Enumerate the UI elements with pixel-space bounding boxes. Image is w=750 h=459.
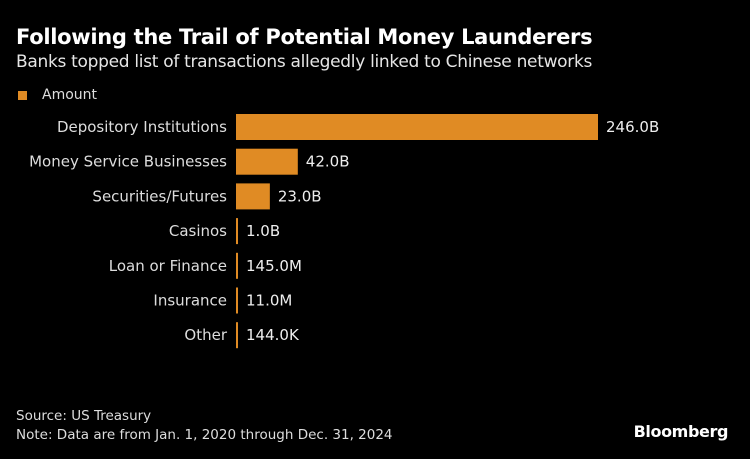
bar bbox=[236, 183, 270, 210]
data-label: 11.0M bbox=[246, 292, 292, 310]
data-label: 246.0B bbox=[606, 118, 659, 136]
legend-label: Amount bbox=[42, 87, 98, 103]
bloomberg-logo: Bloomberg bbox=[633, 422, 729, 441]
bar bbox=[236, 252, 238, 279]
data-label: 145.0M bbox=[246, 257, 302, 275]
bar bbox=[236, 287, 238, 314]
category-label: Casinos bbox=[169, 222, 227, 240]
category-label: Loan or Finance bbox=[109, 257, 227, 275]
legend-swatch bbox=[18, 90, 27, 100]
category-label: Other bbox=[184, 326, 227, 344]
bar bbox=[236, 218, 238, 245]
data-label: 42.0B bbox=[306, 153, 350, 171]
legend: Amount bbox=[18, 87, 97, 103]
data-note: Note: Data are from Jan. 1, 2020 through… bbox=[16, 427, 393, 443]
category-label: Money Service Businesses bbox=[29, 153, 227, 171]
data-label: 23.0B bbox=[278, 187, 322, 205]
bar bbox=[236, 322, 238, 349]
category-label: Securities/Futures bbox=[92, 187, 227, 205]
bar bbox=[236, 114, 598, 140]
bar bbox=[236, 148, 298, 175]
category-label: Depository Institutions bbox=[57, 118, 227, 136]
chart-subtitle: Banks topped list of transactions allege… bbox=[16, 52, 593, 72]
category-label: Insurance bbox=[153, 292, 227, 310]
data-label: 1.0B bbox=[246, 222, 280, 240]
chart-title: Following the Trail of Potential Money L… bbox=[16, 25, 593, 49]
data-label: 144.0K bbox=[246, 326, 300, 344]
source-note: Source: US Treasury bbox=[16, 408, 152, 424]
